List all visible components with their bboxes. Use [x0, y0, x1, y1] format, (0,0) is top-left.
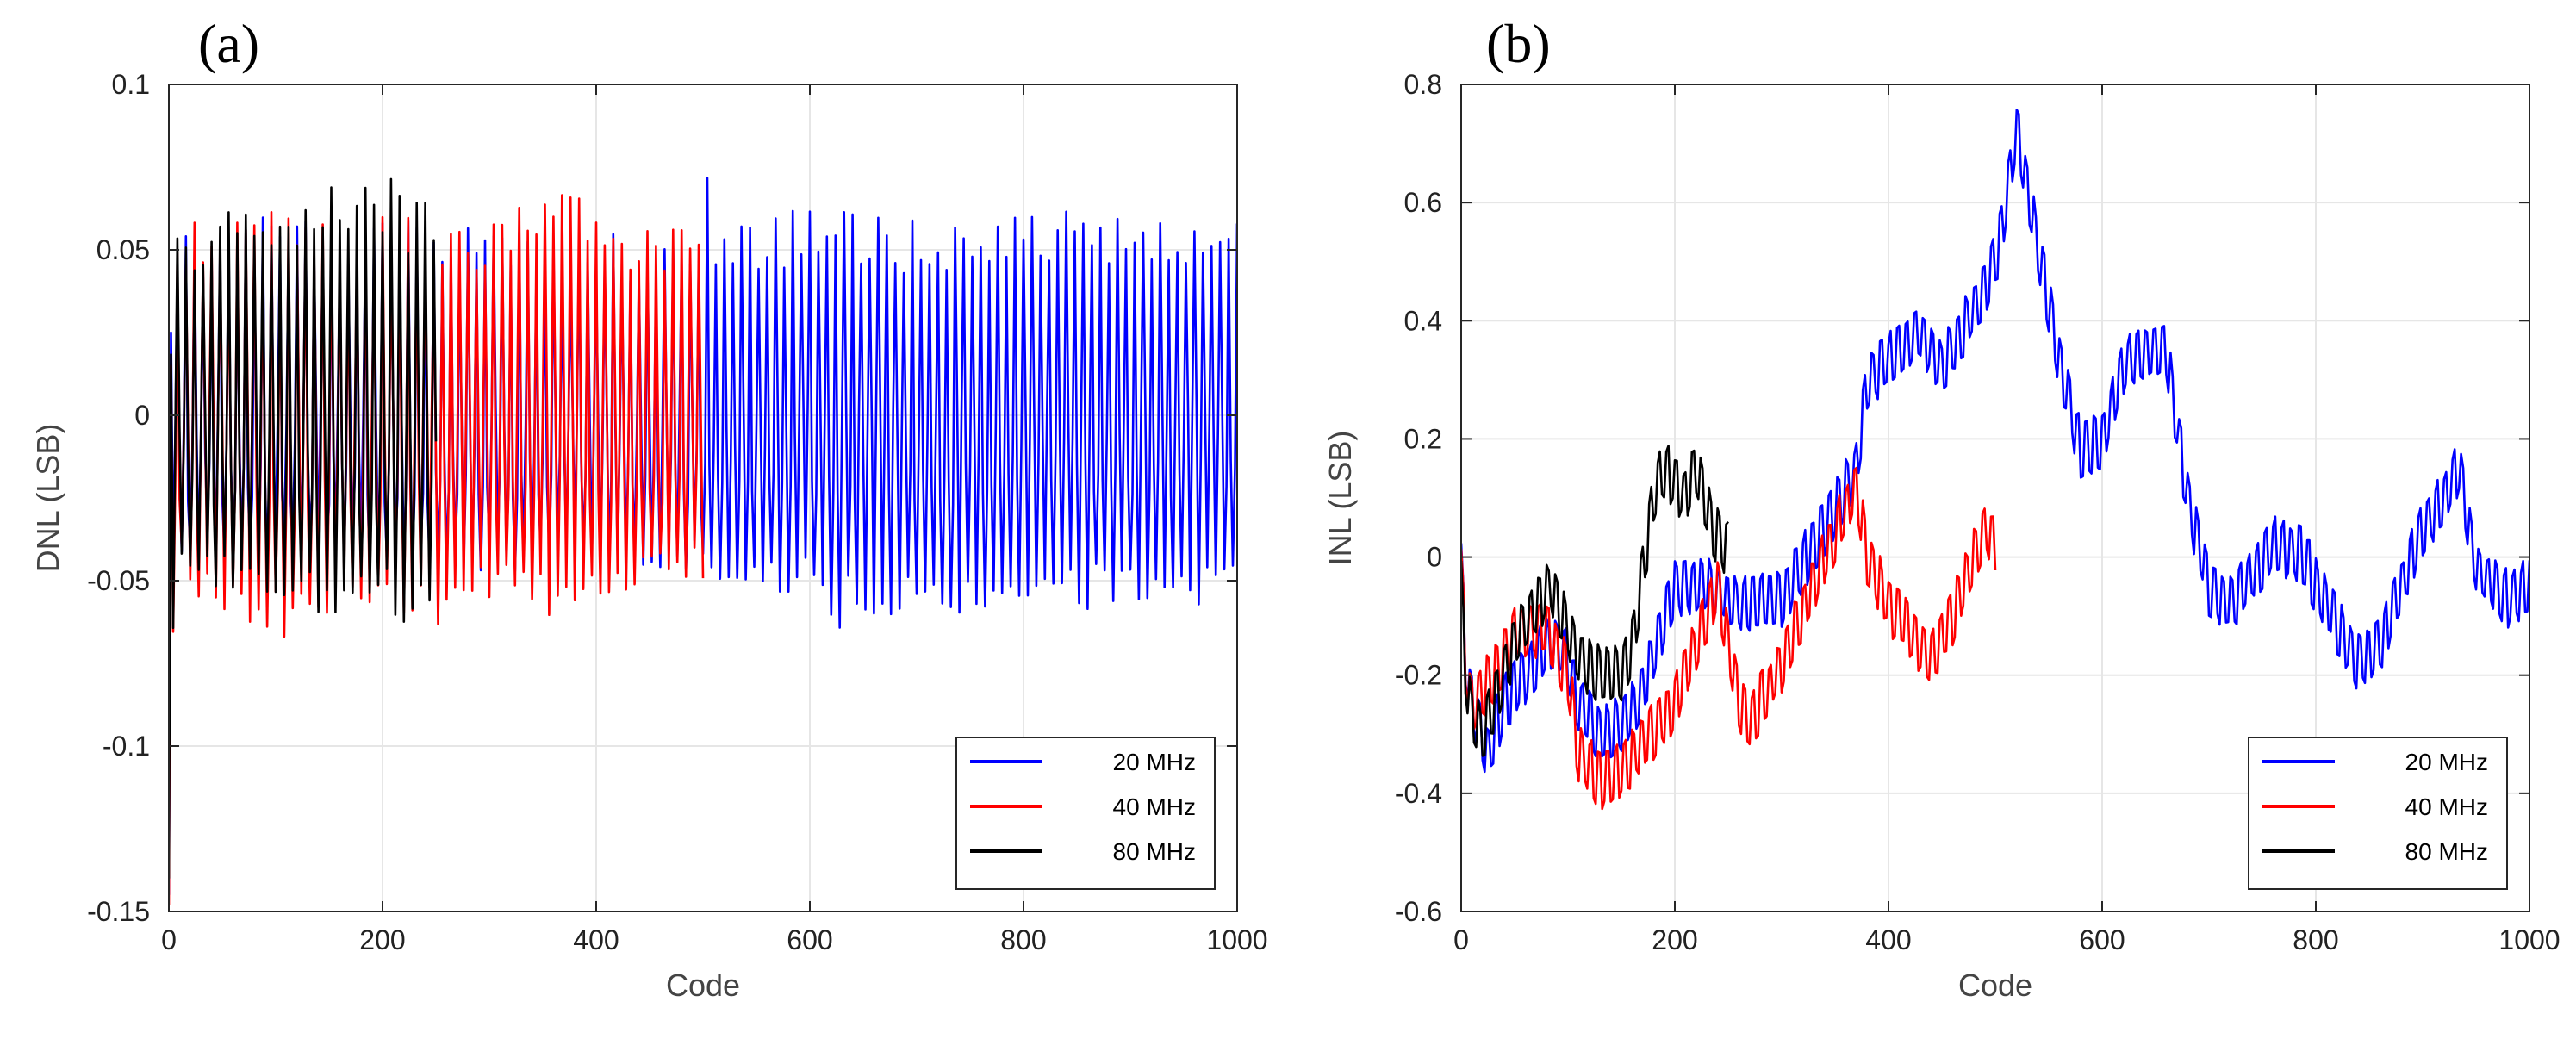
x-tick-label: 1000	[1206, 924, 1267, 955]
y-tick-label: -0.1	[103, 731, 150, 762]
y-tick-label: 0	[134, 400, 150, 431]
x-tick-label: 200	[1652, 924, 1697, 955]
x-tick-label: 800	[2293, 924, 2338, 955]
panel-label: (b)	[1486, 13, 1551, 74]
x-tick-label: 600	[2079, 924, 2125, 955]
series-line-40-mhz	[1461, 466, 1997, 811]
legend-label: 80 MHz	[1113, 838, 1196, 865]
y-tick-label: -0.2	[1395, 660, 1442, 691]
legend-label: 80 MHz	[2405, 838, 2488, 865]
y-tick-label: 0.2	[1404, 423, 1442, 454]
legend-label: 40 MHz	[2405, 793, 2488, 820]
series-line-80-mhz	[1461, 445, 1730, 757]
x-tick-label: 0	[1453, 924, 1469, 955]
legend-label: 20 MHz	[1113, 749, 1196, 775]
y-tick-label: -0.4	[1395, 778, 1442, 809]
y-axis-label: DNL (LSB)	[30, 424, 65, 573]
y-tick-label: 0.05	[96, 234, 150, 265]
series-line-80-mhz	[169, 177, 438, 879]
x-tick-label: 0	[161, 924, 177, 955]
x-tick-label: 400	[573, 924, 619, 955]
series-group	[1461, 109, 2529, 811]
y-axis-label: INL (LSB)	[1322, 431, 1358, 566]
panel-a-dnl-chart: (a) 0 200 400 600 800 1000 -0.15 -0.1 -0.05 0 0.05 0…	[30, 13, 1268, 1003]
legend-label: 20 MHz	[2405, 749, 2488, 775]
x-axis-label: Code	[666, 967, 740, 1003]
y-tick-label: 0.8	[1404, 69, 1442, 100]
legend-label: 40 MHz	[1113, 793, 1196, 820]
series-line-20-mhz	[1461, 109, 2529, 774]
panel-b-inl-chart: (b) 0 200 400 600 800 1000 -0.6 -0.4 -0.2 0 0.2 0.4 0…	[1322, 13, 2560, 1003]
y-tick-label: 0	[1427, 542, 1442, 573]
x-tick-label: 1000	[2498, 924, 2560, 955]
legend: 20 MHz 40 MHz 80 MHz	[955, 737, 1216, 890]
legend: 20 MHz 40 MHz 80 MHz	[2248, 737, 2508, 890]
x-axis-label: Code	[1958, 967, 2032, 1003]
y-tick-label: 0.4	[1404, 305, 1442, 336]
y-tick-label: 0.6	[1404, 187, 1442, 218]
panel-label: (a)	[198, 13, 259, 74]
x-tick-label: 800	[1000, 924, 1046, 955]
y-tick-label: -0.05	[87, 565, 150, 596]
axes-box	[168, 84, 1238, 912]
axes-box	[1460, 84, 2530, 912]
x-tick-label: 400	[1865, 924, 1911, 955]
x-tick-label: 600	[787, 924, 832, 955]
x-tick-label: 200	[359, 924, 405, 955]
y-tick-label: -0.15	[87, 896, 150, 927]
series-group	[169, 177, 1237, 905]
y-tick-label: 0.1	[112, 69, 150, 100]
y-tick-label: -0.6	[1395, 896, 1442, 927]
